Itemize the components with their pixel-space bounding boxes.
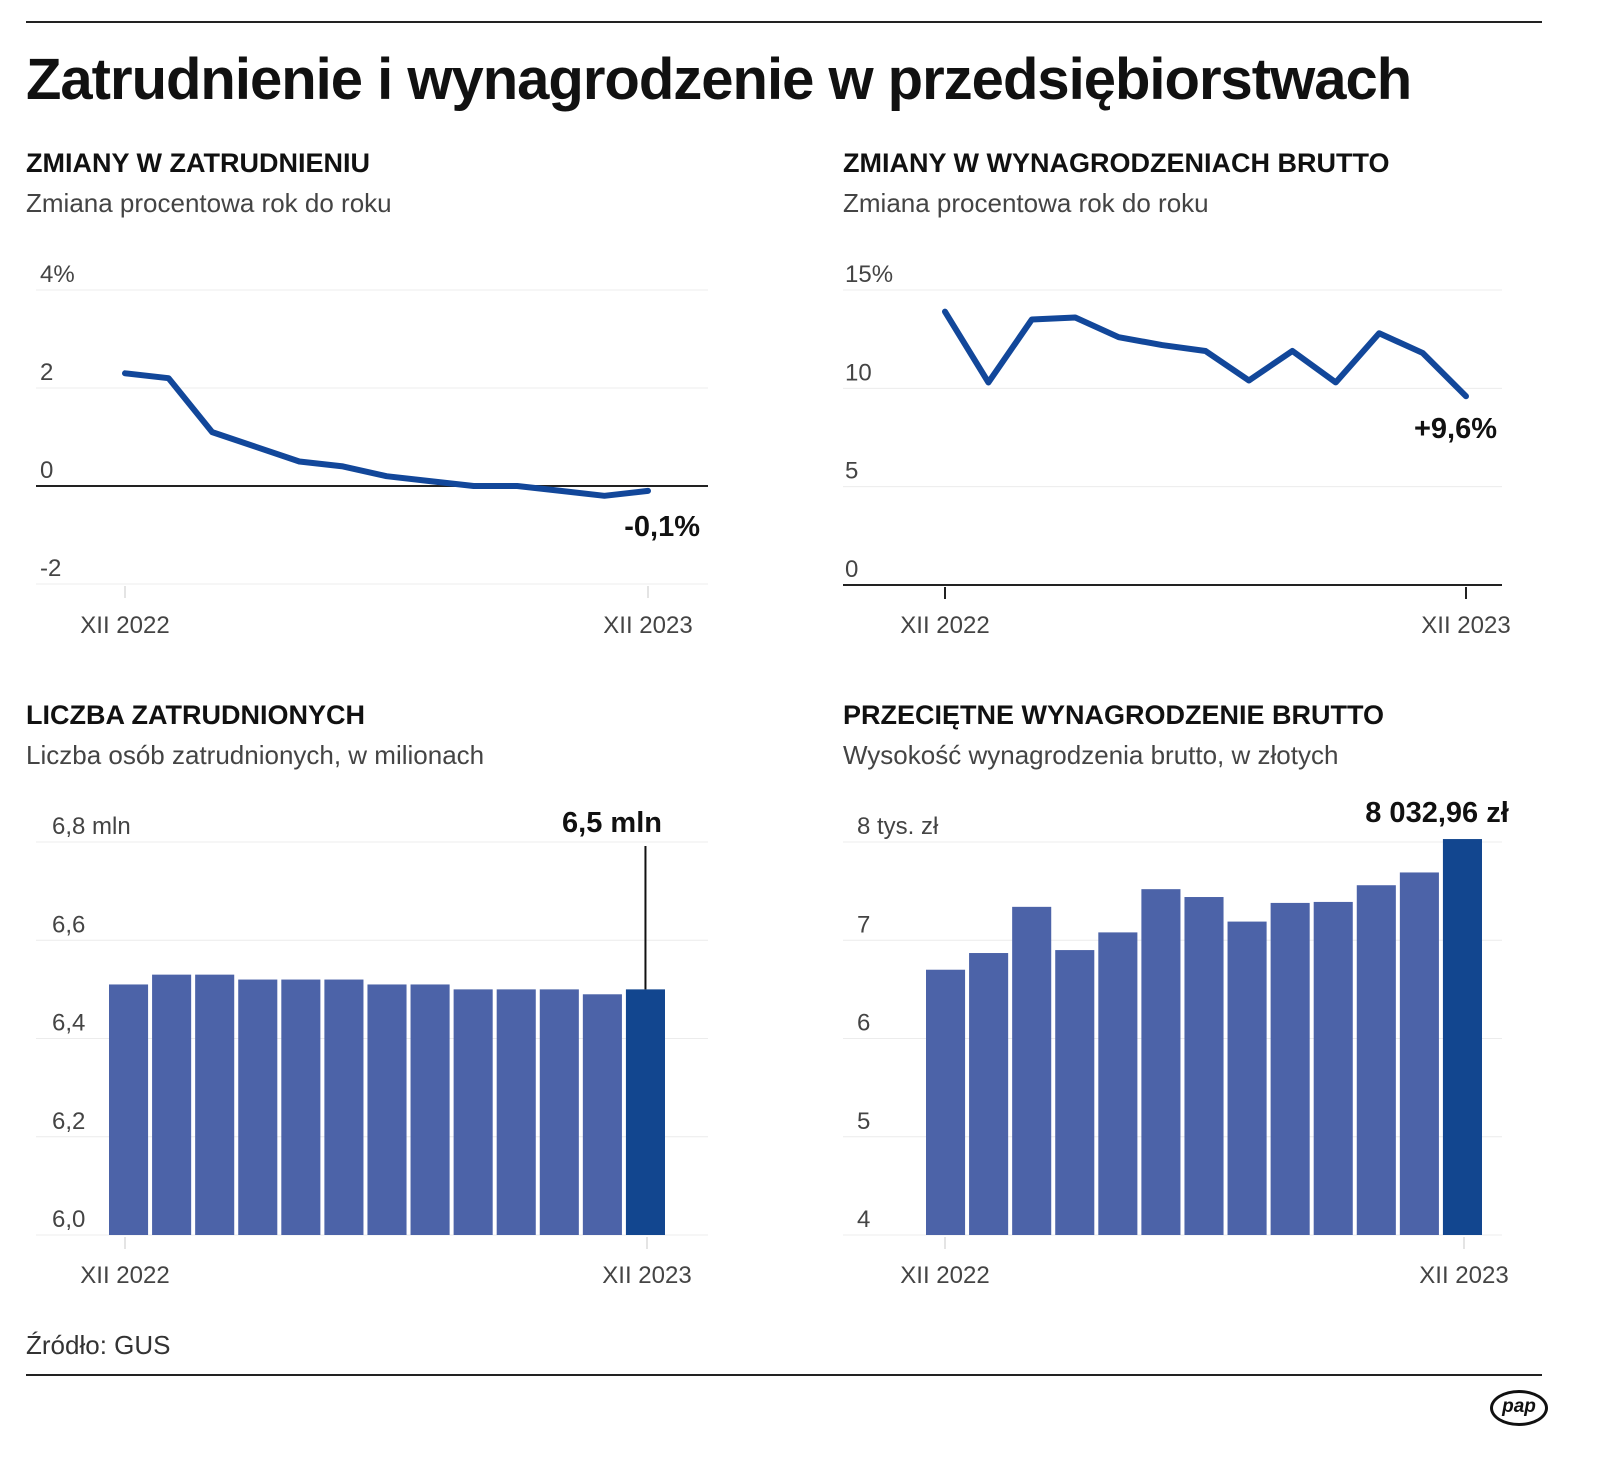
chart2-title: ZMIANY W WYNAGRODZENIACH BRUTTO [843, 148, 1390, 178]
bar [539, 989, 579, 1235]
value-annotation: +9,6% [1414, 413, 1497, 445]
y-tick-label: 10 [845, 359, 872, 386]
chart3-subtitle: Liczba osób zatrudnionych, w milionach [26, 740, 485, 770]
page-title: Zatrudnienie i wynagrodzenie w przedsięb… [26, 47, 1412, 112]
bar [625, 989, 665, 1235]
x-tick-label: XII 2022 [900, 612, 989, 639]
bar [453, 989, 493, 1235]
bar [152, 974, 192, 1235]
y-tick-label: 5 [857, 1108, 870, 1135]
bar [1141, 889, 1181, 1235]
y-tick-label: 0 [40, 457, 53, 484]
y-tick-label: 4 [857, 1206, 870, 1233]
series-line [942, 308, 1469, 400]
source-note: Źródło: GUS [26, 1330, 171, 1360]
x-tick-label: XII 2022 [80, 612, 169, 639]
bar [496, 989, 536, 1235]
chart1-subtitle: Zmiana procentowa rok do roku [26, 188, 392, 218]
bar [582, 994, 622, 1235]
bar [238, 979, 278, 1235]
y-tick-label: 0 [845, 556, 858, 583]
bar [969, 953, 1009, 1235]
chart4-title: PRZECIĘTNE WYNAGRODZENIE BRUTTO [843, 700, 1385, 730]
value-annotation: 8 032,96 zł [1365, 797, 1509, 829]
bar [1399, 872, 1439, 1235]
bar [1098, 932, 1138, 1235]
y-tick-label: 6 [857, 1010, 870, 1037]
y-tick-label: 6,8 mln [52, 813, 131, 840]
bar [195, 974, 235, 1235]
bar [1356, 885, 1396, 1235]
y-tick-label: 6,0 [52, 1206, 85, 1233]
bar [1270, 902, 1310, 1235]
top-rule [26, 21, 1542, 23]
bar [367, 984, 407, 1235]
value-annotation: 6,5 mln [562, 807, 662, 839]
bar [1184, 897, 1224, 1235]
bar [926, 969, 966, 1235]
bar [109, 984, 149, 1235]
bottom-rule [26, 1374, 1542, 1376]
bar [1313, 901, 1353, 1235]
value-annotation: -0,1% [624, 511, 700, 543]
x-tick-label: XII 2022 [900, 1262, 989, 1289]
pap-logo: pap [1490, 1390, 1548, 1426]
x-tick-label: XII 2023 [1421, 612, 1510, 639]
x-tick-label: XII 2023 [1419, 1262, 1508, 1289]
bar [1442, 839, 1482, 1235]
chart4-subtitle: Wysokość wynagrodzenia brutto, w złotych [843, 740, 1339, 770]
x-tick-label: XII 2023 [603, 612, 692, 639]
series-line [122, 370, 651, 499]
x-tick-label: XII 2022 [80, 1262, 169, 1289]
bar [1227, 921, 1267, 1235]
chart1-title: ZMIANY W ZATRUDNIENIU [26, 148, 370, 178]
x-tick-label: XII 2023 [602, 1262, 691, 1289]
y-tick-label: 15% [845, 261, 893, 288]
y-tick-label: 4% [40, 261, 75, 288]
y-tick-label: 2 [40, 359, 53, 386]
y-tick-label: 6,2 [52, 1108, 85, 1135]
bar [281, 979, 321, 1235]
y-tick-label: 6,6 [52, 911, 85, 938]
bar [1012, 906, 1052, 1235]
chart3-title: LICZBA ZATRUDNIONYCH [26, 700, 365, 730]
bar [1055, 950, 1095, 1235]
y-tick-label: 8 tys. zł [857, 813, 939, 840]
y-tick-label: 6,4 [52, 1010, 85, 1037]
y-tick-label: 7 [857, 911, 870, 938]
bar [410, 984, 450, 1235]
bar [324, 979, 364, 1235]
y-tick-label: 5 [845, 458, 858, 485]
y-tick-label: -2 [40, 555, 61, 582]
chart2-subtitle: Zmiana procentowa rok do roku [843, 188, 1209, 218]
